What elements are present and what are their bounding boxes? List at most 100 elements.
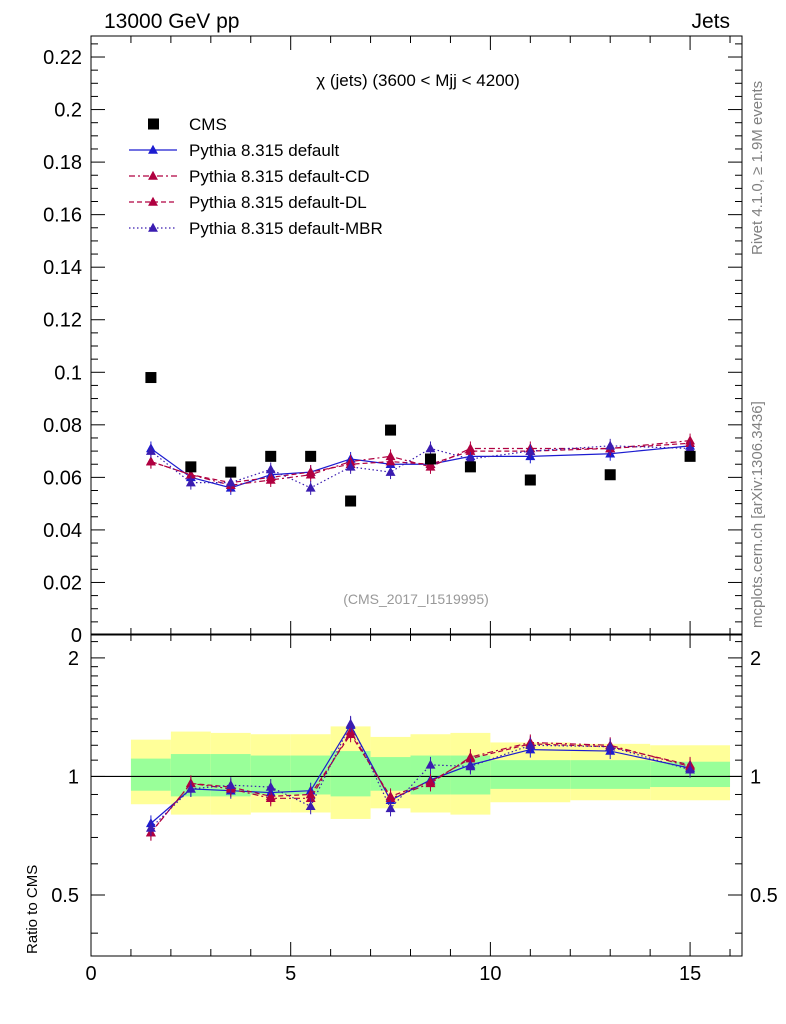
ratio-panel-axes: 0.5 0.5 1 1 2 2 0 5 10 15 (51, 634, 778, 985)
ratio-y-tick-label-left: 2 (68, 648, 79, 670)
y-tick-label: 0.2 (54, 100, 82, 122)
cms-point (604, 469, 616, 481)
ratio-panel: 0.5 0.5 1 1 2 2 0 5 10 15 Ratio to CMS (24, 633, 778, 985)
ratio-point-2 (345, 729, 356, 738)
legend-marker-3 (148, 196, 158, 206)
ratio-y-tick-label-right: 2 (750, 648, 761, 670)
legend-marker-1 (148, 144, 158, 154)
cms-point (145, 372, 157, 384)
uncertainty-band-inner (370, 757, 411, 791)
series-3-point (305, 466, 316, 476)
analysis-watermark: (CMS_2017_I1519995) (343, 591, 489, 607)
cms-point (185, 461, 197, 473)
cms-point (524, 474, 536, 486)
series-4-point (425, 443, 436, 453)
ratio-y-tick-label-right: 0.5 (750, 885, 778, 907)
legend-label-4: Pythia 8.315 default-MBR (189, 219, 383, 238)
ratio-y-tick-label-left: 0.5 (51, 885, 79, 907)
chart-title: χ (jets) (3600 < Mjj < 4200) (316, 71, 520, 90)
main-panel: 0 0.02 0.04 0.06 0.08 0.1 0.12 0.14 0.16 0.18 0.2 0… (43, 35, 743, 647)
legend-label-1: Pythia 8.315 default (189, 141, 340, 160)
cms-point (265, 450, 277, 462)
ratio-point-3 (225, 780, 236, 789)
y-tick-label: 0.08 (43, 415, 82, 437)
ratio-point-3 (385, 803, 396, 813)
ratio-point-3 (525, 740, 536, 750)
ratio-point-3 (345, 718, 356, 728)
series-line-2 (150, 439, 691, 486)
header-right: Jets (691, 10, 730, 33)
legend-label-2: Pythia 8.315 default-CD (189, 167, 370, 186)
series-3-point (385, 456, 396, 466)
series-line-3 (150, 442, 691, 484)
ratio-line-2 (150, 733, 691, 834)
series-4-point (685, 443, 696, 453)
x-tick-label: 10 (479, 963, 501, 985)
ratio-y-tick-label-right: 1 (750, 766, 761, 788)
legend: CMS Pythia 8.315 default Pythia 8.315 defa… (129, 115, 383, 238)
y-tick-label: 0.04 (43, 520, 82, 542)
cms-point (385, 424, 397, 436)
series-4-point (305, 482, 316, 492)
y-tick-label: 0.1 (54, 362, 82, 384)
series-4-point (265, 464, 276, 474)
y-tick-label: 0.14 (43, 257, 82, 279)
series-3-point (145, 456, 156, 466)
series-4-point (525, 445, 536, 455)
uncertainty-band-inner (490, 760, 571, 789)
ratio-point-3 (465, 761, 476, 771)
ratio-panel-frame (90, 633, 743, 957)
main-panel-data (145, 372, 696, 507)
legend-label-0: CMS (189, 115, 227, 134)
ratio-point-2 (385, 791, 396, 801)
x-tick-label: 15 (679, 963, 701, 985)
cms-point (464, 461, 476, 473)
series-4-point (385, 466, 396, 476)
x-tick-label: 5 (285, 963, 296, 985)
ratio-point-2 (465, 753, 476, 763)
cms-point (684, 450, 696, 462)
ratio-point-3 (305, 801, 316, 811)
y-tick-label: 0.12 (43, 310, 82, 332)
ratio-point-3 (605, 741, 616, 751)
y-tick-label: 0 (71, 625, 82, 647)
uncertainty-band-inner (330, 751, 371, 797)
mcplots-label: mcplots.cern.ch [arXiv:1306.3436] (749, 401, 766, 628)
y-tick-label: 0.22 (43, 47, 82, 69)
legend-marker-4 (148, 222, 158, 232)
legend-marker-cms (148, 118, 159, 130)
ratio-point-3 (145, 822, 156, 832)
series-4-point (225, 477, 236, 487)
series-3-point (265, 472, 276, 482)
series-4-point (465, 453, 476, 463)
series-3-point (465, 445, 476, 455)
cms-point (225, 466, 237, 478)
y-tick-label: 0.02 (43, 572, 82, 594)
header-left: 13000 GeV pp (104, 10, 239, 33)
ratio-line-0 (150, 723, 691, 824)
ratio-point-3 (185, 783, 196, 793)
series-4-point (185, 477, 196, 487)
main-panel-frame (90, 35, 743, 636)
ratio-line-3 (150, 722, 691, 829)
ratio-point-3 (425, 759, 436, 769)
uncertainty-band-inner (130, 758, 171, 791)
series-4-point (145, 445, 156, 455)
main-panel-axes: 0 0.02 0.04 0.06 0.08 0.1 0.12 0.14 0.16 0.18 0.2 0… (43, 36, 742, 647)
ratio-point-2 (265, 791, 276, 801)
ratio-point-2 (425, 776, 436, 786)
series-4-point (345, 461, 356, 471)
legend-marker-2 (148, 170, 158, 180)
legend-label-3: Pythia 8.315 default-DL (189, 193, 367, 212)
ratio-point-2 (305, 789, 316, 799)
ratio-y-tick-label-left: 1 (68, 766, 79, 788)
ratio-ylabel: Ratio to CMS (24, 865, 41, 954)
y-tick-label: 0.18 (43, 152, 82, 174)
x-tick-label: 0 (85, 963, 96, 985)
cms-point (305, 450, 317, 462)
series-4-point (605, 440, 616, 450)
series-3-point (185, 469, 196, 479)
ratio-line-1 (150, 730, 691, 834)
y-tick-label: 0.16 (43, 205, 82, 227)
